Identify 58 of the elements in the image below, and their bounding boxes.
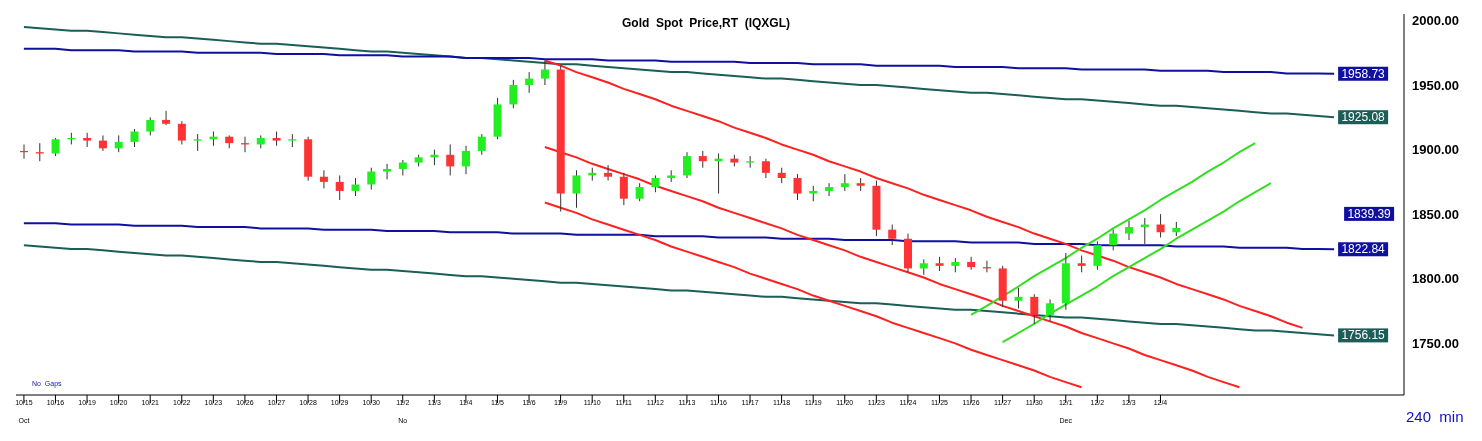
- line-series: [970, 142, 1257, 316]
- candlestick: [1046, 298, 1055, 322]
- candlestick: [319, 169, 328, 189]
- candlestick: [367, 167, 376, 191]
- candlestick: [446, 143, 455, 176]
- candlestick: [462, 145, 470, 175]
- candlestick: [888, 224, 897, 246]
- candlestick: [335, 174, 344, 201]
- candlestick: [619, 172, 628, 206]
- candlestick: [1030, 293, 1039, 325]
- y-tick-label: 1900.00: [1412, 142, 1459, 158]
- data-label: 1822.84: [1341, 242, 1386, 257]
- candlestick: [130, 128, 139, 148]
- data-label: 1925.08: [1341, 110, 1386, 125]
- candlestick: [177, 120, 186, 145]
- candlestick: [351, 177, 360, 197]
- line-series: [543, 59, 1304, 329]
- line-series: [543, 201, 1083, 389]
- candlestick: [635, 182, 644, 202]
- text: 1839.39: [1347, 206, 1392, 221]
- y-tick-label: 1850.00: [1412, 206, 1459, 222]
- candlestick: [746, 155, 755, 169]
- candlestick: [525, 71, 534, 94]
- candlestick: [51, 137, 60, 157]
- candlestick: [604, 164, 613, 182]
- candlestick: [83, 132, 92, 148]
- data-label: 1958.73: [1341, 66, 1386, 81]
- y-tick-label: 2000.00: [1412, 13, 1459, 29]
- candlestick: [825, 182, 834, 197]
- candlestick: [761, 158, 770, 179]
- candlestick: [540, 59, 549, 86]
- line-series: [1001, 182, 1272, 344]
- candlestick: [793, 173, 802, 201]
- candlestick: [477, 133, 486, 156]
- candlestick: [383, 163, 392, 180]
- candlestick: [1156, 213, 1165, 238]
- data-label: 1756.15: [1341, 328, 1386, 343]
- candlestick: [683, 151, 691, 179]
- candlestick: [146, 116, 155, 136]
- y-tick-label: 1800.00: [1412, 271, 1459, 287]
- candlestick: [162, 110, 171, 126]
- candlestick: [967, 256, 976, 271]
- line-series: [22, 244, 1336, 337]
- candlestick: [398, 159, 407, 176]
- candlestick: [840, 173, 849, 192]
- y-tick-label: 1750.00: [1412, 335, 1459, 351]
- line-series: [22, 47, 1336, 75]
- candlestick: [1125, 220, 1133, 241]
- candlestick: [1093, 240, 1102, 271]
- candlestick: [572, 169, 581, 209]
- candlestick: [1109, 229, 1118, 251]
- text: 240 min: [1406, 408, 1464, 425]
- chart-title: Gold Spot Price,RT (IQXGL): [621, 16, 791, 30]
- y-tick-label: 1950.00: [1412, 77, 1459, 93]
- line-series: [543, 146, 1241, 389]
- candlestick: [509, 79, 518, 109]
- candlestick: [1014, 287, 1023, 309]
- candlestick: [98, 134, 107, 152]
